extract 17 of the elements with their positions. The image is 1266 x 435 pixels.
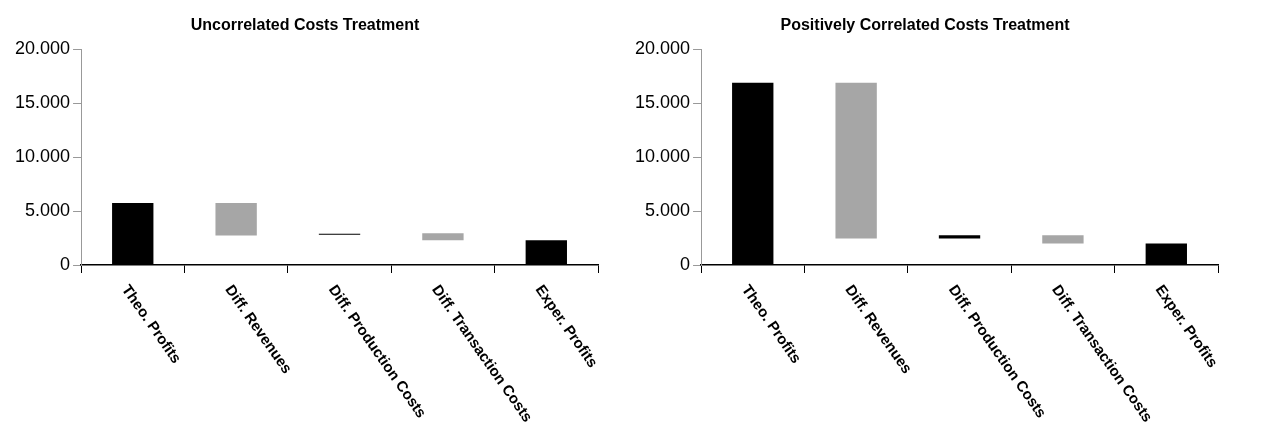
y-tick-label: 20.000 (634, 38, 691, 59)
bar (215, 202, 257, 236)
y-tick-label: 0 (680, 253, 691, 274)
bar (938, 235, 981, 239)
y-tick-label: 10.000 (14, 146, 71, 167)
y-tick-label: 10.000 (634, 146, 691, 167)
y-tick-label: 15.000 (14, 92, 71, 113)
chart-title: Uncorrelated Costs Treatment (190, 16, 420, 34)
bar (835, 82, 877, 239)
bar (1042, 235, 1084, 244)
bar (422, 233, 464, 241)
y-tick-label: 15.000 (634, 92, 691, 113)
chart-title: Positively Correlated Costs Treatment (780, 16, 1071, 34)
y-tick-label: 20.000 (14, 38, 71, 59)
y-tick-label: 0 (60, 253, 71, 274)
y-tick-label: 5.000 (25, 200, 71, 221)
y-tick-label: 5.000 (645, 200, 691, 221)
